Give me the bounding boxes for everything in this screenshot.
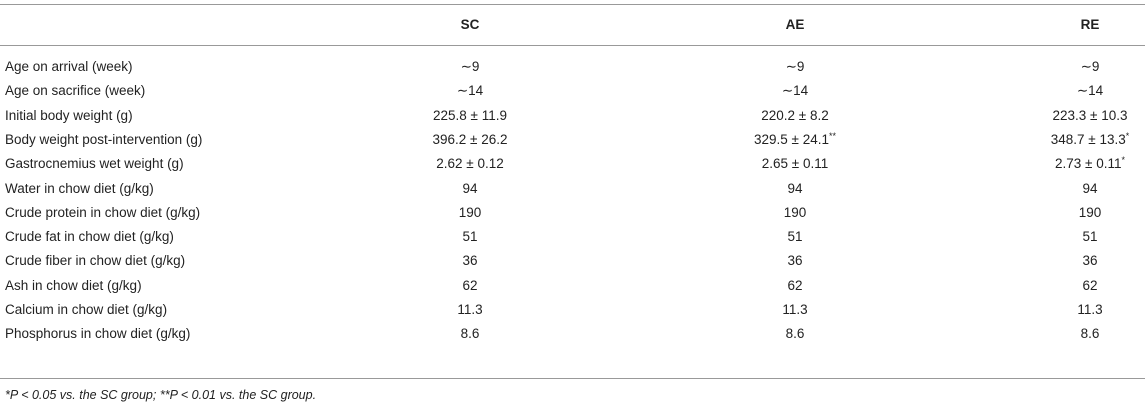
column-header: AE [785, 17, 805, 32]
cell-value: 8.6 [460, 326, 480, 342]
column-header: SC [460, 17, 480, 32]
cell-value: ∼14 [456, 83, 484, 99]
cell-value: 94 [1082, 180, 1098, 196]
row-label: Gastrocnemius wet weight (g) [5, 156, 184, 172]
cell-value: 36 [787, 253, 803, 269]
cell-value: 11.3 [457, 302, 483, 317]
cell-value: 11.3 [1077, 302, 1103, 317]
header-rule [0, 45, 1145, 46]
significance-mark: * [1125, 130, 1130, 141]
cell-value: 190 [458, 204, 482, 220]
row-label: Crude protein in chow diet (g/kg) [5, 204, 201, 220]
cell-value: ∼9 [785, 59, 805, 74]
significance-mark: * [1121, 155, 1125, 166]
cell-value: 62 [1082, 277, 1098, 293]
cell-value: 348.7 ± 13.3* [1051, 131, 1129, 149]
column-header: RE [1080, 17, 1100, 32]
cell-value: 225.8 ± 11.9 [433, 107, 507, 123]
row-label: Crude fat in chow diet (g/kg) [5, 229, 174, 245]
row-label: Calcium in chow diet (g/kg) [5, 302, 168, 317]
value-text: 329.5 ± 24.1 [754, 131, 829, 147]
cell-value: 8.6 [785, 326, 805, 342]
row-label: Water in chow diet (g/kg) [5, 180, 154, 196]
cell-value: 36 [462, 253, 478, 269]
cell-value: 94 [787, 180, 803, 196]
cell-value: 396.2 ± 26.2 [432, 131, 508, 147]
cell-value: 2.65 ± 0.11 [761, 156, 829, 172]
row-label: Ash in chow diet (g/kg) [5, 277, 142, 293]
cell-value: 51 [787, 229, 803, 245]
cell-value: 11.3 [782, 302, 808, 317]
cell-value: ∼9 [460, 59, 480, 74]
cell-value: 190 [1078, 204, 1102, 220]
footnote: *P < 0.05 vs. the SC group; **P < 0.01 v… [5, 388, 317, 402]
top-rule [0, 4, 1145, 5]
cell-value: ∼14 [781, 83, 809, 99]
cell-value: 36 [1082, 253, 1098, 269]
cell-value: 220.2 ± 8.2 [761, 107, 829, 123]
cell-value: 223.3 ± 10.3 [1052, 107, 1128, 123]
value-text: 2.73 ± 0.11 [1055, 156, 1122, 172]
cell-value: 190 [783, 204, 807, 220]
cell-value: 62 [462, 277, 478, 293]
cell-value: 51 [462, 229, 478, 245]
cell-value: 94 [462, 180, 478, 196]
row-label: Age on sacrifice (week) [5, 83, 146, 99]
bottom-rule [0, 378, 1145, 379]
cell-value: 8.6 [1080, 326, 1100, 342]
row-label: Initial body weight (g) [5, 107, 133, 123]
row-label: Body weight post-intervention (g) [5, 131, 203, 147]
row-label: Age on arrival (week) [5, 59, 133, 74]
cell-value: ∼14 [1076, 83, 1104, 99]
row-label: Phosphorus in chow diet (g/kg) [5, 326, 191, 342]
row-label: Crude fiber in chow diet (g/kg) [5, 253, 186, 269]
cell-value: ∼9 [1080, 59, 1100, 74]
significance-mark: ** [828, 130, 836, 141]
cell-value: 2.73 ± 0.11* [1055, 155, 1125, 173]
cell-value: 62 [787, 277, 803, 293]
cell-value: 2.62 ± 0.12 [436, 156, 504, 172]
cell-value: 51 [1082, 229, 1098, 245]
value-text: 348.7 ± 13.3 [1050, 131, 1126, 147]
cell-value: 329.5 ± 24.1** [754, 131, 836, 149]
